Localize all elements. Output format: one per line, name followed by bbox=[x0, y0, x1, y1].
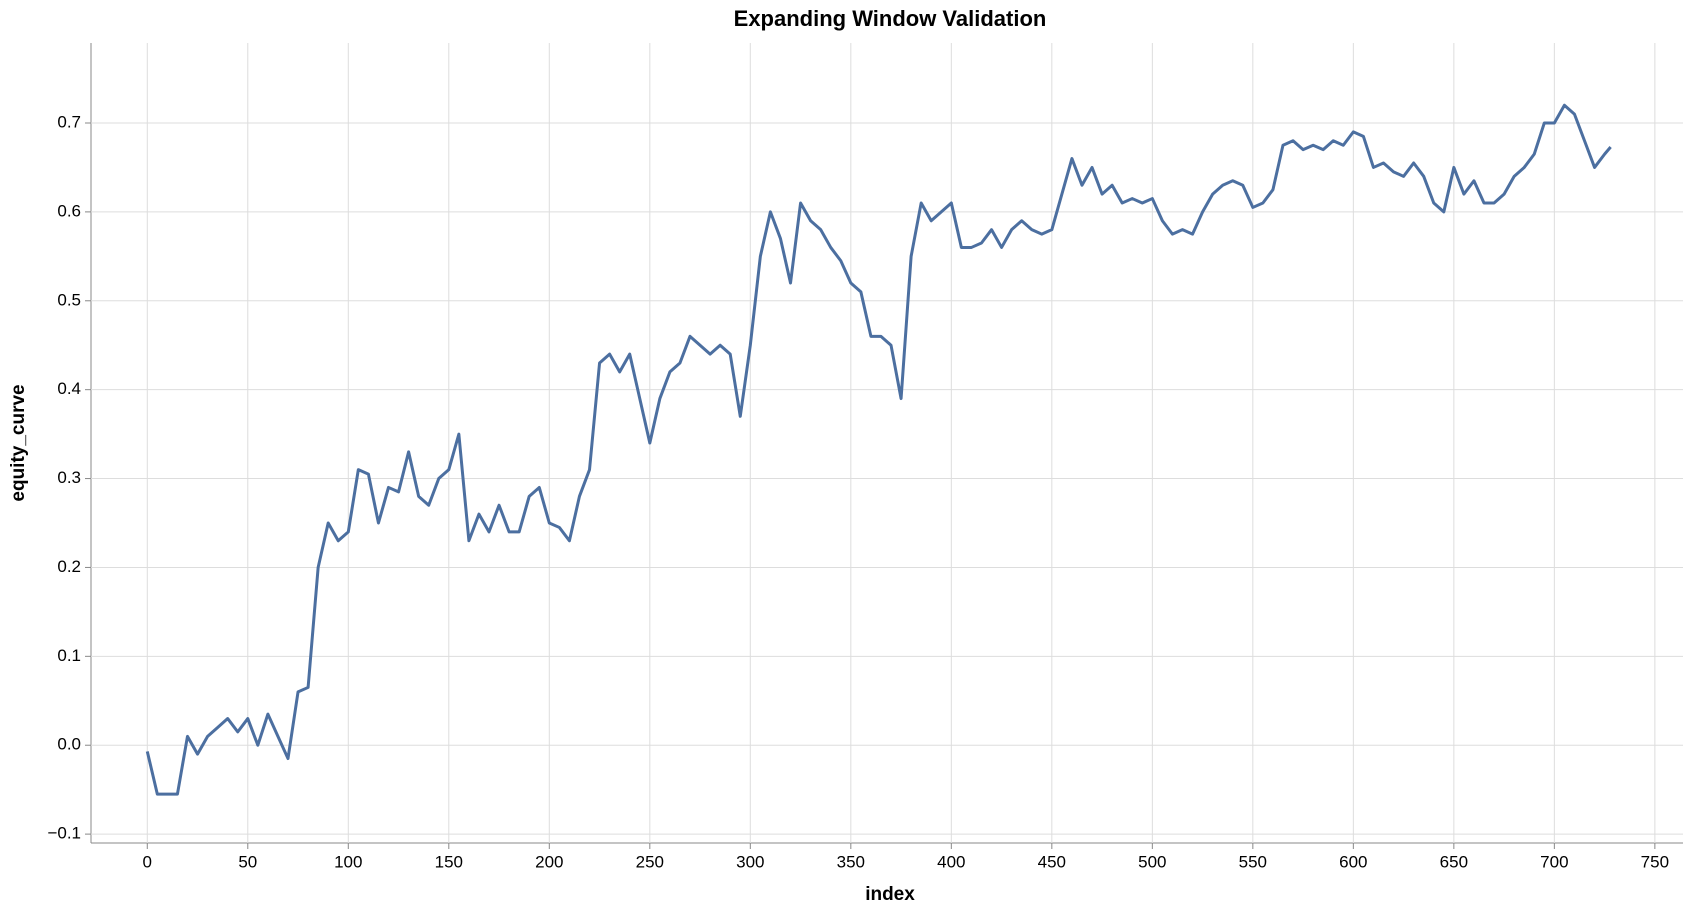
y-tick-label: 0.2 bbox=[57, 557, 81, 576]
x-tick-label: 700 bbox=[1540, 852, 1568, 871]
x-tick-label: 650 bbox=[1440, 852, 1468, 871]
x-tick-label: 750 bbox=[1641, 852, 1669, 871]
y-tick-label: 0.5 bbox=[57, 290, 81, 309]
x-tick-label: 50 bbox=[238, 852, 257, 871]
x-axis-label: index bbox=[865, 884, 915, 905]
x-tick-label: 300 bbox=[736, 852, 764, 871]
x-tick-label: 500 bbox=[1138, 852, 1166, 871]
y-tick-label: 0.4 bbox=[57, 379, 81, 398]
x-tick-label: 600 bbox=[1339, 852, 1367, 871]
x-tick-label: 250 bbox=[636, 852, 664, 871]
chart-title: Expanding Window Validation bbox=[734, 6, 1047, 31]
x-tick-label: 400 bbox=[937, 852, 965, 871]
y-axis-label: equity_curve bbox=[8, 384, 29, 501]
x-tick-label: 450 bbox=[1038, 852, 1066, 871]
y-tick-label: 0.3 bbox=[57, 468, 81, 487]
y-tick-label: 0.6 bbox=[57, 201, 81, 220]
data-line bbox=[145, 103, 1612, 796]
x-tick-label: 550 bbox=[1239, 852, 1267, 871]
y-tick-label: 0.1 bbox=[57, 646, 81, 665]
y-tick-label: 0.0 bbox=[57, 735, 81, 754]
x-tick-label: 0 bbox=[143, 852, 152, 871]
y-tick-label: −0.1 bbox=[47, 824, 81, 843]
x-tick-label: 150 bbox=[435, 852, 463, 871]
x-tick-label: 200 bbox=[535, 852, 563, 871]
x-tick-label: 100 bbox=[334, 852, 362, 871]
y-tick-label: 0.7 bbox=[57, 112, 81, 131]
x-tick-label: 350 bbox=[837, 852, 865, 871]
